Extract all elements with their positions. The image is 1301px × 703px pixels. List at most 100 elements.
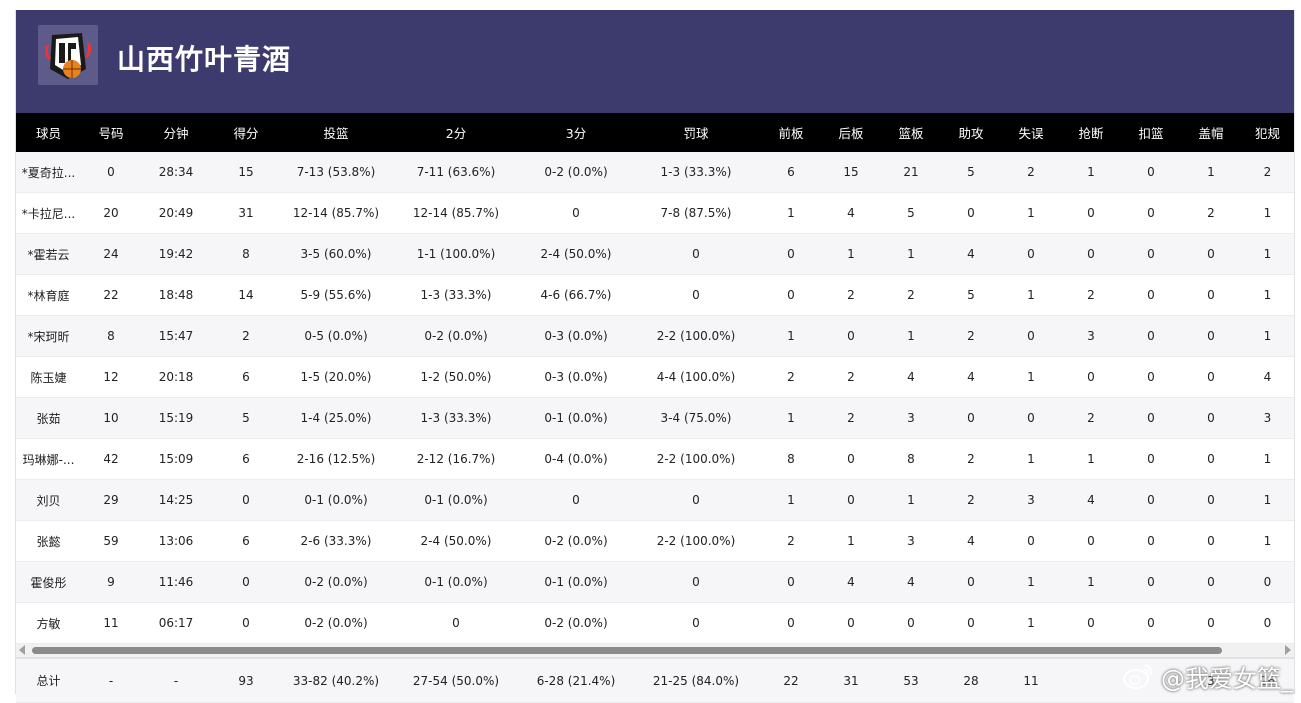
column-header[interactable]: 球员 [16, 113, 81, 152]
column-header[interactable]: 前板 [761, 113, 821, 152]
totals-cell [1121, 657, 1181, 703]
player-name-cell[interactable]: *夏奇拉... [16, 152, 81, 193]
stat-cell: 2 [941, 438, 1001, 480]
player-name-cell[interactable]: 刘贝 [16, 479, 81, 521]
stat-cell: 8 [81, 315, 141, 357]
stat-cell: 0 [1181, 274, 1241, 316]
stat-cell: 1 [761, 479, 821, 521]
player-name-cell[interactable]: 陈玉婕 [16, 356, 81, 398]
stat-cell: 24 [81, 233, 141, 275]
stat-cell: 0 [1121, 520, 1181, 562]
player-name-cell[interactable]: 玛琳娜-... [16, 438, 81, 480]
stat-cell: 2 [821, 397, 881, 439]
team-logo-icon [38, 25, 98, 85]
stat-cell: 15 [211, 152, 281, 193]
stat-cell: 2-4 (50.0%) [391, 520, 521, 562]
column-header[interactable]: 3分 [521, 113, 631, 152]
column-header[interactable]: 篮板 [881, 113, 941, 152]
stat-cell: 0 [1121, 561, 1181, 603]
column-header[interactable]: 犯规 [1241, 113, 1294, 152]
stat-cell: 0 [211, 602, 281, 644]
column-header[interactable]: 2分 [391, 113, 521, 152]
stat-cell: 0 [821, 602, 881, 644]
totals-cell: 3 [1181, 657, 1241, 703]
player-name-cell[interactable]: *卡拉尼... [16, 192, 81, 234]
stat-cell: 12 [81, 356, 141, 398]
stat-cell: 0 [391, 602, 521, 644]
scroll-right-arrow-icon[interactable] [1285, 645, 1291, 655]
column-header[interactable]: 失误 [1001, 113, 1061, 152]
totals-cell: - [141, 657, 211, 703]
watermark: @我爱女篮_ [1121, 656, 1293, 696]
stat-cell: 22 [81, 274, 141, 316]
stat-cell: 10 [81, 397, 141, 439]
scrollbar-thumb[interactable] [32, 647, 1222, 654]
totals-cell: 11 [1001, 657, 1061, 703]
stat-cell: 0 [1001, 233, 1061, 275]
stat-cell: 2 [881, 274, 941, 316]
player-name-cell[interactable]: *林育庭 [16, 274, 81, 316]
player-name-cell[interactable]: 张懿 [16, 520, 81, 562]
stat-cell: 2 [1061, 397, 1121, 439]
stat-cell: 0 [1121, 438, 1181, 480]
stat-cell: 20:18 [141, 356, 211, 398]
stat-cell: 9 [81, 561, 141, 603]
stat-cell: 3-5 (60.0%) [281, 233, 391, 275]
stat-cell: 0 [1121, 397, 1181, 439]
stat-cell: 1 [881, 479, 941, 521]
stat-cell: 2 [1001, 152, 1061, 193]
stat-cell: 1 [1241, 315, 1294, 357]
player-name-cell[interactable]: 张茹 [16, 397, 81, 439]
table-row: *霍若云 24 19:42 8 3-5 (60.0%) 1-1 (100.0%) 2-4 (… [16, 233, 1294, 275]
totals-cell: 33-82 (40.2%) [281, 657, 391, 703]
stat-cell: 0-2 (0.0%) [521, 152, 631, 193]
column-header[interactable]: 后板 [821, 113, 881, 152]
player-name-cell[interactable]: 方敏 [16, 602, 81, 644]
stat-cell: 2 [941, 315, 1001, 357]
totals-cell: 93 [211, 657, 281, 703]
watermark-text: @我爱女篮_ [1161, 664, 1293, 693]
stat-cell: 0 [1181, 438, 1241, 480]
stat-cell: 19:42 [141, 233, 211, 275]
stat-cell: 4-4 (100.0%) [631, 356, 761, 398]
horizontal-scrollbar[interactable] [16, 644, 1294, 657]
stat-cell: 1-2 (50.0%) [391, 356, 521, 398]
column-header[interactable]: 得分 [211, 113, 281, 152]
stat-cell: 0-2 (0.0%) [391, 315, 521, 357]
stat-cell: 6 [211, 520, 281, 562]
column-header[interactable]: 号码 [81, 113, 141, 152]
stat-cell: 1-5 (20.0%) [281, 356, 391, 398]
scroll-left-arrow-icon[interactable] [19, 645, 25, 655]
totals-cell: 53 [881, 657, 941, 703]
column-header[interactable]: 抢断 [1061, 113, 1121, 152]
stat-cell: 06:17 [141, 602, 211, 644]
column-header[interactable]: 盖帽 [1181, 113, 1241, 152]
player-name-cell[interactable]: 霍俊彤 [16, 561, 81, 603]
column-header[interactable]: 扣篮 [1121, 113, 1181, 152]
stat-cell: 0 [1181, 602, 1241, 644]
table-row: 玛琳娜-... 42 15:09 6 2-16 (12.5%) 2-12 (16.7%) 0… [16, 438, 1294, 480]
stat-cell: 1 [821, 520, 881, 562]
stat-cell: 4-6 (66.7%) [521, 274, 631, 316]
stat-cell: 1 [1241, 479, 1294, 521]
player-name-cell[interactable]: *宋珂昕 [16, 315, 81, 357]
table-row: *宋珂昕 8 15:47 2 0-5 (0.0%) 0-2 (0.0%) 0-3 (0.0%… [16, 315, 1294, 357]
totals-cell: 27-54 (50.0%) [391, 657, 521, 703]
weibo-icon [1123, 664, 1153, 689]
stat-cell: 1 [761, 192, 821, 234]
player-name-cell[interactable]: *霍若云 [16, 233, 81, 275]
column-header[interactable]: 罚球 [631, 113, 761, 152]
table-row: 霍俊彤 9 11:46 0 0-2 (0.0%) 0-1 (0.0%) 0-1 (0.0%)… [16, 561, 1294, 603]
stat-cell: 1 [821, 233, 881, 275]
stat-cell: 4 [1061, 479, 1121, 521]
stat-cell: 1-3 (33.3%) [391, 274, 521, 316]
stat-cell: 3-4 (75.0%) [631, 397, 761, 439]
stat-cell: 0-1 (0.0%) [521, 561, 631, 603]
column-header[interactable]: 分钟 [141, 113, 211, 152]
stat-cell: 3 [881, 520, 941, 562]
column-header[interactable]: 投篮 [281, 113, 391, 152]
stat-cell: 0 [1061, 192, 1121, 234]
stat-cell: 2-16 (12.5%) [281, 438, 391, 480]
stat-cell: 2 [821, 274, 881, 316]
column-header[interactable]: 助攻 [941, 113, 1001, 152]
